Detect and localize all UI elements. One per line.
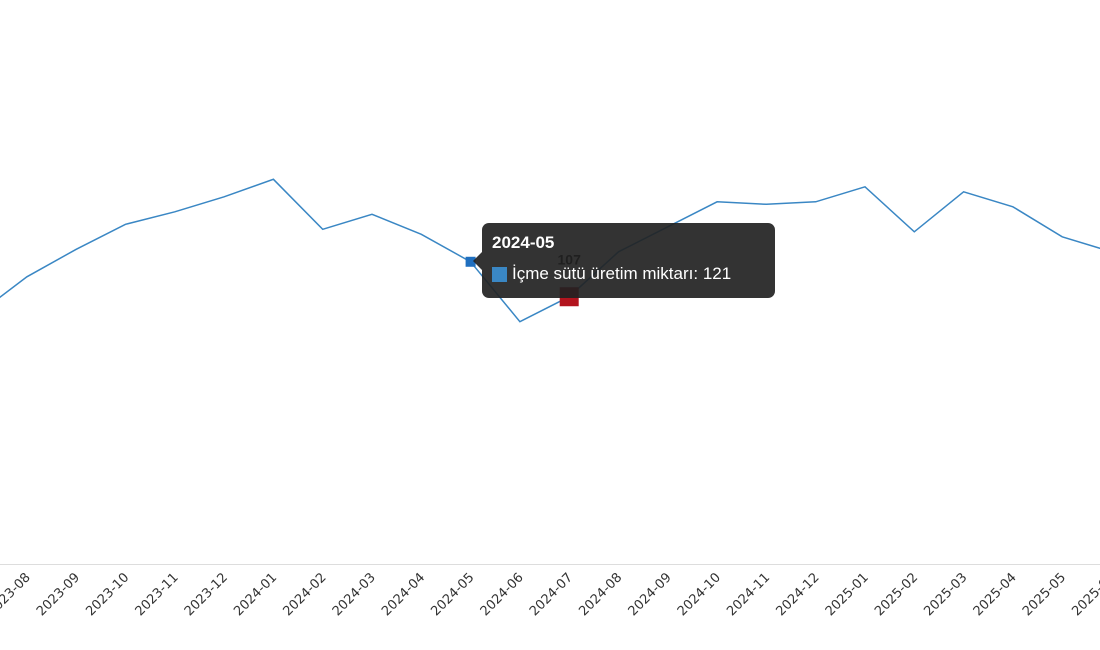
x-tick-label: 2024-06 [478, 570, 527, 619]
x-tick-label: 2023-12 [182, 570, 231, 619]
x-tick-label: 2023-10 [83, 570, 132, 619]
series-line [0, 178, 1100, 323]
x-tick-label: 2023-08 [0, 570, 34, 619]
x-tick-label: 2024-09 [626, 570, 675, 619]
x-tick-label: 2023-09 [34, 570, 83, 619]
x-tick-label: 2024-05 [428, 570, 477, 619]
x-tick-label: 2025-01 [823, 570, 872, 619]
x-tick-label: 2023-11 [133, 570, 182, 619]
x-tick-label: 2024-10 [675, 570, 724, 619]
x-tick-label: 2024-01 [231, 570, 280, 619]
highlighted-point [465, 256, 476, 267]
x-tick-label: 2024-03 [330, 570, 379, 619]
x-tick-label: 2025-03 [921, 570, 970, 619]
tooltip-row: İçme sütü üretim miktarı: 121 [492, 264, 765, 284]
x-tick-label: 2025-06 [1069, 570, 1100, 619]
tooltip: 2024-05 İçme sütü üretim miktarı: 121 [473, 223, 775, 298]
x-tick-label: 2025-04 [971, 570, 1020, 619]
x-tick-label: 2024-02 [281, 570, 330, 619]
tooltip-value: İçme sütü üretim miktarı: 121 [512, 264, 732, 283]
x-tick-label: 2024-12 [774, 570, 823, 619]
x-tick-label: 2025-05 [1020, 570, 1069, 619]
x-tick-label: 2024-07 [527, 570, 576, 619]
x-tick-label: 2024-11 [724, 570, 773, 619]
tooltip-title: 2024-05 [492, 233, 555, 252]
series-swatch-icon [492, 266, 507, 282]
x-tick-label: 2025-02 [872, 570, 921, 619]
x-tick-label: 2024-08 [576, 570, 625, 619]
x-tick-label: 2024-04 [379, 570, 428, 619]
